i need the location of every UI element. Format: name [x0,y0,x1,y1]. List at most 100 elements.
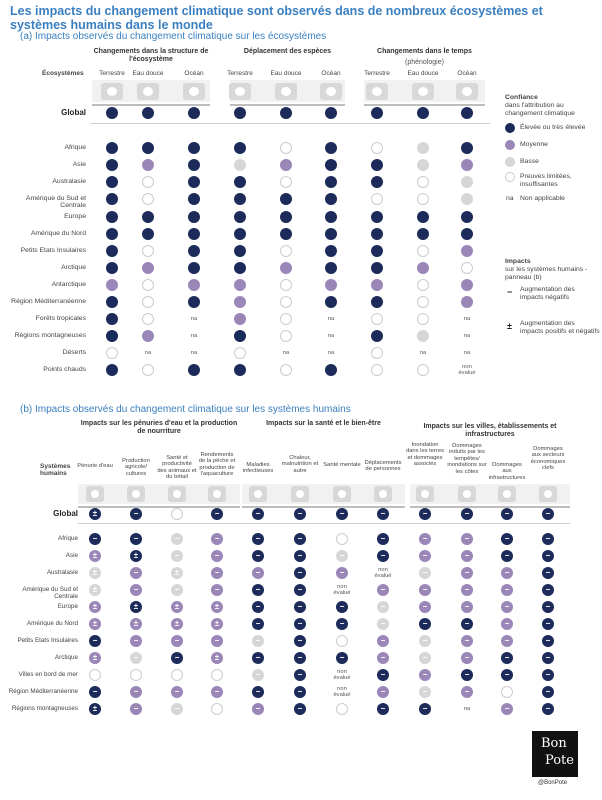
impact-dot: − [542,533,554,545]
impact-symbol: − [422,602,428,611]
flood-icon [416,486,434,502]
impact-symbol: − [297,585,303,594]
livestock-icon [168,486,186,502]
impact-dot: − [542,601,554,613]
not-applicable-mark: na [282,350,290,357]
impact-dot [211,669,223,681]
impact-dot: − [419,669,431,681]
confidence-dot [371,210,383,223]
impact-dot: − [294,508,306,520]
icon-glyph [235,87,245,96]
impact-symbol: − [545,653,551,662]
impact-dot: ± [171,618,183,630]
panel-b-column-header: Maladies infectieuses [242,462,274,475]
confidence-dot [325,210,337,223]
impact-dot: − [461,669,473,681]
impact-dot: − [461,567,473,579]
panel-a-row-label: Amérique du Sud et Centrale [25,195,86,210]
terrestrial-icon [366,83,388,100]
terrestrial-icon [229,83,251,100]
confidence-dot [417,330,429,343]
impact-dot: − [377,508,389,520]
panel-b-row-label: Amérique du Sud et Centrale [22,586,78,600]
impact-symbol: − [380,704,386,713]
impact-dot: − [294,584,306,596]
impact-dot: − [501,652,513,664]
impact-dot: − [461,635,473,647]
confidence-dot [461,296,473,308]
panel-b-row-label: Europe [57,603,78,610]
impact-symbol: − [339,653,345,662]
confidence-dot [142,107,154,119]
impact-symbol: − [422,509,428,518]
impact-symbol: − [422,704,428,713]
impact-dot: − [542,652,554,664]
not-evaluated-mark: non évalué [374,567,392,579]
impact-symbol: − [422,619,428,628]
panel-a-row-label: Antarctique [51,280,86,288]
impact-symbol: − [339,551,345,560]
impact-symbol: − [380,670,386,679]
confidence-dot [325,227,337,240]
impact-symbol: − [504,534,510,543]
confidence-dot [417,227,429,240]
confidence-dot [371,159,383,172]
confidence-dot [280,313,292,326]
confidence-dot [280,364,292,377]
confidence-dot [106,313,118,326]
impact-dot: − [542,550,554,562]
impact-dot: − [377,584,389,596]
panel-a-column-header: Terrestre [99,70,125,77]
impact-symbol: ± [133,619,139,628]
icon-glyph [503,490,511,498]
impact-symbol: − [464,619,470,628]
impact-symbol: − [174,534,180,543]
icon-glyph [418,87,428,96]
impact-symbol: − [380,653,386,662]
impact-symbol: − [422,653,428,662]
confidence-dot [234,244,246,257]
impact-dot: − [130,686,142,698]
impact-symbol: − [255,636,261,645]
impact-dot: − [419,601,431,613]
icon-glyph [463,490,471,498]
impact-dot: − [294,669,306,681]
impact-dot: − [294,686,306,698]
panel-b-column-header: Santé mentale [323,462,361,468]
confidence-dot [106,244,118,257]
confidence-dot [371,193,383,206]
panel-a-row-label: Petits Etats Insulaires [20,246,86,254]
impact-symbol: − [214,585,220,594]
impact-symbol: ± [92,653,98,662]
impact-symbol: − [174,704,180,713]
panel-b-row-label: Asie [65,552,78,559]
confidence-dot [188,193,200,206]
not-evaluated-mark: non évalué [333,584,351,596]
impact-dot: − [419,703,431,715]
impact-dot: − [377,533,389,545]
confidence-dot [280,278,292,291]
impact-dot: − [252,550,264,562]
panel-b-row-label: Afrique [58,535,78,542]
confidence-dot [142,364,154,377]
water-drop-icon [86,486,104,502]
impact-symbol: − [545,551,551,560]
confidence-dot [106,176,118,189]
icon-glyph [132,490,140,498]
panel-a-row-label: Région Méditerranéenne [11,298,86,305]
icon-glyph [379,490,387,498]
impact-dot: − [461,550,473,562]
impact-symbol: − [214,551,220,560]
legend-label: Preuves limitées, insuffisantes [520,173,572,188]
impacts-legend-title: Impacts [505,258,531,265]
impact-dot: − [130,567,142,579]
confidence-dot [280,296,292,308]
impact-symbol: − [504,509,510,518]
impact-dot [336,635,348,647]
confidence-dot [106,227,118,240]
impact-symbol: − [255,670,261,679]
confidence-dot [461,278,473,291]
impact-symbol: − [504,636,510,645]
impact-symbol: − [297,653,303,662]
impact-symbol: − [133,687,139,696]
